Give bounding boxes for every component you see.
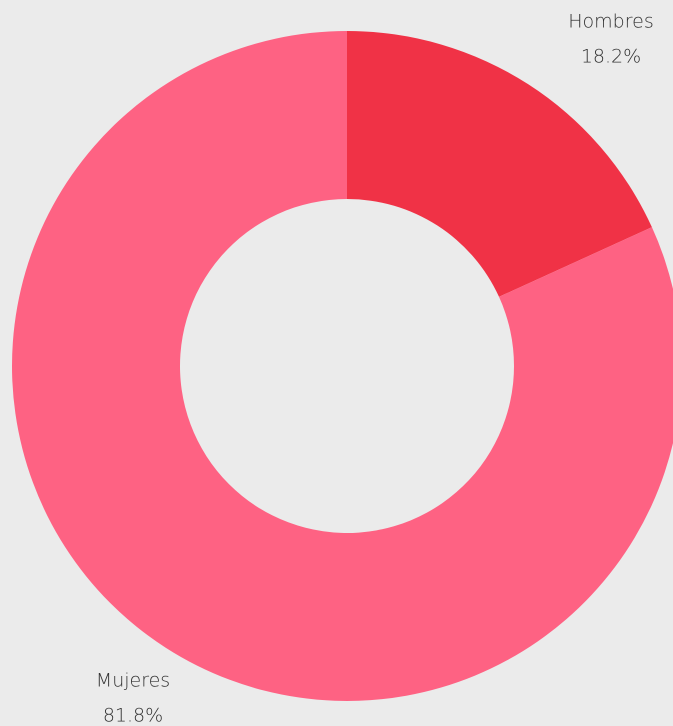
donut-slice: [12, 31, 673, 701]
slice-label: Hombres: [568, 11, 653, 33]
donut-slice: [347, 31, 652, 297]
slice-value-label: 18.2%: [581, 46, 641, 68]
slice-value-label: 81.8%: [103, 705, 163, 726]
slice-label: Mujeres: [96, 670, 170, 692]
